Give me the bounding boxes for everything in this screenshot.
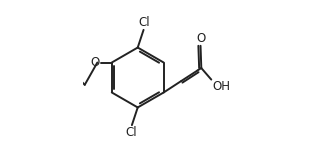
Text: O: O (91, 56, 100, 69)
Text: O: O (196, 32, 205, 44)
Text: Cl: Cl (126, 126, 137, 139)
Text: Cl: Cl (138, 16, 150, 29)
Text: OH: OH (212, 80, 230, 93)
